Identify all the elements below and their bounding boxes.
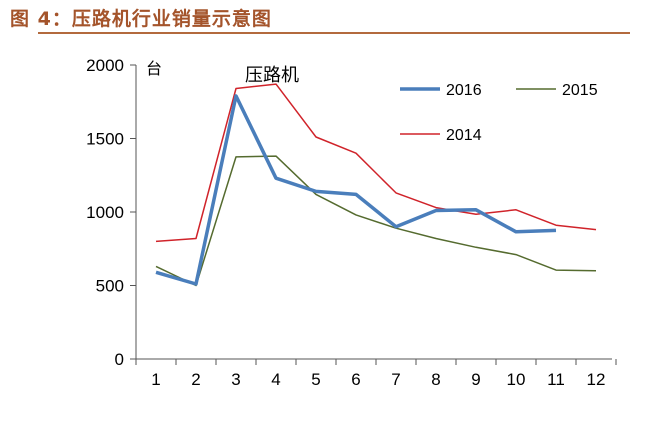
x-axis-ticks: 1 2 3 4 5 6 7 8 9 10 11 12 <box>135 359 617 389</box>
y-tick-label: 2000 <box>86 56 124 75</box>
legend-label-2014: 2014 <box>446 127 482 144</box>
series-line-2015 <box>155 155 597 287</box>
series-line-2014 <box>155 83 597 243</box>
x-tick-label: 1 <box>151 370 160 389</box>
chart-title: 压路机 <box>245 65 299 86</box>
x-tick-label: 3 <box>231 370 240 389</box>
y-tick-label: 1500 <box>86 130 124 149</box>
y-tick-label: 0 <box>115 350 124 369</box>
series-line-2016 <box>155 94 557 286</box>
legend: 2016 2015 2014 <box>400 82 598 144</box>
x-tick-label: 11 <box>547 370 565 389</box>
x-tick-label: 2 <box>191 370 200 389</box>
x-tick-label: 7 <box>391 370 400 389</box>
y-tick-label: 1000 <box>86 203 124 222</box>
figure-title: 图 4：压路机行业销量示意图 <box>10 8 272 30</box>
y-tick-label: 500 <box>96 277 124 296</box>
y-axis-unit-label: 台 <box>146 59 162 78</box>
x-tick-label: 6 <box>351 370 360 389</box>
x-tick-label: 5 <box>311 370 320 389</box>
series-layer <box>155 83 597 287</box>
legend-label-2015: 2015 <box>562 82 598 99</box>
title-rule <box>38 32 630 34</box>
x-tick-label: 9 <box>471 370 480 389</box>
x-tick-label: 8 <box>431 370 440 389</box>
legend-label-2016: 2016 <box>446 82 482 99</box>
y-axis-ticks: 0 500 1000 1500 2000 <box>86 56 136 369</box>
x-tick-label: 10 <box>507 370 526 389</box>
x-tick-label: 4 <box>271 370 280 389</box>
axes <box>135 65 612 360</box>
x-tick-label: 12 <box>587 370 606 389</box>
